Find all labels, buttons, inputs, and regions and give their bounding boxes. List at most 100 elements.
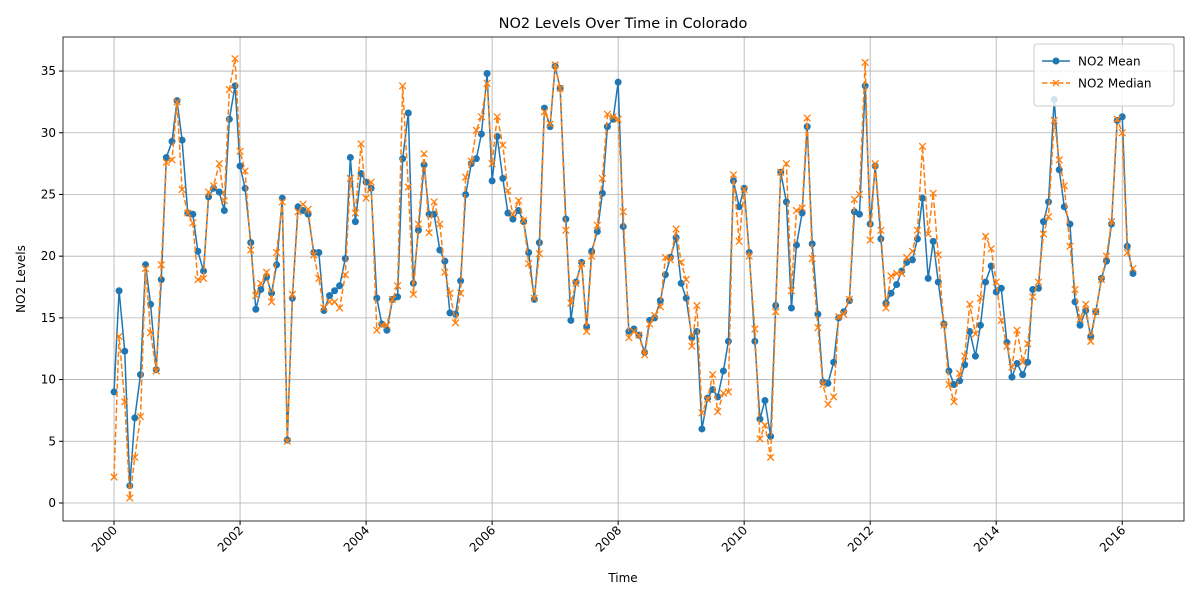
- point: [735, 237, 743, 246]
- point: [1129, 269, 1137, 277]
- point: [283, 437, 292, 446]
- point: [446, 309, 454, 317]
- point: [929, 237, 937, 245]
- point: [803, 114, 811, 122]
- point: [546, 120, 554, 128]
- point: [929, 189, 937, 197]
- point: [420, 149, 428, 158]
- point: [698, 425, 706, 433]
- point: [115, 332, 123, 341]
- point: [661, 253, 670, 262]
- point: [855, 190, 864, 199]
- point: [493, 112, 501, 121]
- point: [855, 210, 863, 218]
- point: [1086, 337, 1095, 346]
- point: [209, 182, 218, 190]
- point: [231, 82, 239, 90]
- point: [787, 286, 796, 295]
- point: [483, 70, 491, 78]
- point: [530, 294, 539, 302]
- point: [845, 295, 854, 304]
- point: [955, 369, 964, 378]
- y-axis-label: NO2 Levels: [14, 245, 28, 313]
- point: [231, 54, 239, 63]
- point: [1023, 340, 1032, 348]
- point: [950, 398, 958, 406]
- point: [902, 253, 911, 262]
- point: [729, 170, 738, 179]
- point: [735, 203, 743, 211]
- point: [918, 142, 927, 151]
- point: [1076, 321, 1084, 329]
- point: [724, 388, 733, 396]
- point: [535, 249, 544, 258]
- point: [525, 248, 533, 256]
- point: [619, 207, 627, 216]
- point: [808, 254, 816, 263]
- point: [871, 159, 879, 168]
- point: [677, 258, 685, 267]
- point: [168, 156, 176, 164]
- point: [1081, 300, 1090, 309]
- point: [908, 256, 916, 264]
- point: [152, 367, 161, 375]
- point: [252, 291, 260, 300]
- point: [567, 299, 575, 307]
- point: [562, 226, 570, 235]
- point: [488, 177, 496, 185]
- point: [524, 259, 533, 268]
- plot-frame: [62, 36, 1185, 522]
- point: [625, 333, 633, 342]
- point: [204, 188, 213, 196]
- point: [630, 327, 638, 336]
- point: [320, 304, 328, 312]
- point: [713, 407, 722, 416]
- point: [336, 282, 344, 290]
- point: [614, 78, 622, 86]
- point: [824, 379, 832, 387]
- point: [1076, 315, 1084, 323]
- point: [477, 112, 486, 121]
- point: [751, 325, 759, 333]
- chart-title: NO2 Levels Over Time in Colorado: [499, 16, 748, 32]
- point: [1018, 358, 1027, 367]
- point: [220, 207, 228, 215]
- y-tick-label: 20: [41, 249, 56, 263]
- point: [430, 198, 438, 206]
- point: [210, 184, 218, 192]
- point: [829, 393, 838, 401]
- point: [976, 294, 985, 302]
- point: [897, 269, 906, 278]
- point: [1003, 342, 1011, 351]
- point: [1118, 129, 1127, 137]
- point: [225, 115, 233, 123]
- point: [1066, 242, 1074, 251]
- legend-box: [1033, 43, 1175, 107]
- point: [194, 275, 202, 284]
- legend-marker: [1052, 57, 1060, 65]
- point: [398, 82, 407, 90]
- point: [603, 123, 611, 131]
- point: [330, 298, 339, 306]
- point: [950, 381, 958, 389]
- point: [220, 196, 229, 205]
- point: [131, 414, 139, 422]
- point: [703, 395, 712, 404]
- point: [272, 248, 281, 257]
- point: [1008, 373, 1016, 381]
- point: [504, 187, 512, 195]
- point: [173, 97, 181, 105]
- point: [504, 209, 512, 217]
- point: [178, 185, 186, 194]
- point: [241, 184, 249, 192]
- point: [457, 277, 465, 285]
- point: [1071, 285, 1079, 294]
- point: [483, 79, 491, 88]
- legend-marker: [1052, 79, 1060, 87]
- point: [688, 342, 696, 351]
- point: [184, 209, 192, 217]
- point: [189, 219, 197, 227]
- point: [740, 184, 748, 192]
